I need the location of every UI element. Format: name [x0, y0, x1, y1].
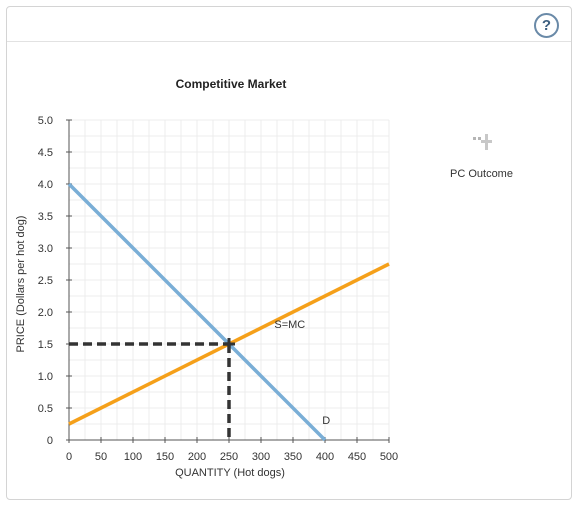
- legend-label: PC Outcome: [450, 168, 513, 180]
- y-tick-label: 4.5: [38, 147, 53, 159]
- y-tick-label: 4.0: [38, 179, 53, 191]
- series: [67, 182, 390, 442]
- x-tick-label: 0: [66, 451, 72, 463]
- y-tick-label: 3.0: [38, 243, 53, 255]
- question-panel: ?: [6, 6, 572, 500]
- demand-curve[interactable]: [67, 182, 327, 442]
- axes: [66, 119, 390, 443]
- chart-title: Competitive Market: [176, 77, 287, 91]
- y-tick-label: 0.5: [38, 403, 53, 415]
- panel-toolbar: ?: [7, 7, 571, 42]
- x-tick-label: 250: [220, 451, 238, 463]
- y-tick-label: 1.0: [38, 371, 53, 383]
- y-tick-label: 5.0: [38, 115, 53, 127]
- x-tick-label: 150: [156, 451, 174, 463]
- grid: [68, 119, 390, 441]
- curve-label: D: [322, 415, 330, 427]
- x-tick-label: 50: [95, 451, 107, 463]
- y-tick-label: 2.0: [38, 307, 53, 319]
- x-tick-label: 100: [124, 451, 142, 463]
- x-tick-label: 200: [188, 451, 206, 463]
- annotations: S=MC D: [274, 319, 330, 427]
- y-axis-label: PRICE (Dollars per hot dog): [15, 216, 27, 353]
- y-tick-label: 1.5: [38, 339, 53, 351]
- x-tick-label: 300: [252, 451, 270, 463]
- curve-label: S=MC: [274, 319, 305, 331]
- y-tick-label: 3.5: [38, 211, 53, 223]
- help-button[interactable]: ?: [534, 13, 559, 38]
- cross-plus-icon[interactable]: [472, 134, 494, 150]
- y-tick-label: 2.5: [38, 275, 53, 287]
- x-tick-label: 350: [284, 451, 302, 463]
- x-tick-label: 450: [348, 451, 366, 463]
- x-axis-label: QUANTITY (Hot dogs): [175, 467, 285, 479]
- x-tick-label: 500: [380, 451, 398, 463]
- x-tick-label: 400: [316, 451, 334, 463]
- y-tick-label: 0: [47, 435, 53, 447]
- tick-labels: 0 50 100 150 200 250 300 350 400 450 500 0 0.5 1.0 1.5…: [38, 115, 398, 463]
